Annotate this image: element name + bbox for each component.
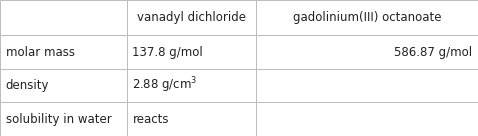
Text: 586.87 g/mol: 586.87 g/mol <box>394 46 472 59</box>
Text: vanadyl dichloride: vanadyl dichloride <box>137 11 246 24</box>
Text: gadolinium(III) octanoate: gadolinium(III) octanoate <box>293 11 441 24</box>
Text: 137.8 g/mol: 137.8 g/mol <box>132 46 203 59</box>
Text: solubility in water: solubility in water <box>6 113 111 126</box>
Text: 2.88 g/cm$^3$: 2.88 g/cm$^3$ <box>132 76 198 95</box>
Text: reacts: reacts <box>132 113 169 126</box>
Text: molar mass: molar mass <box>6 46 75 59</box>
Text: density: density <box>6 79 49 92</box>
